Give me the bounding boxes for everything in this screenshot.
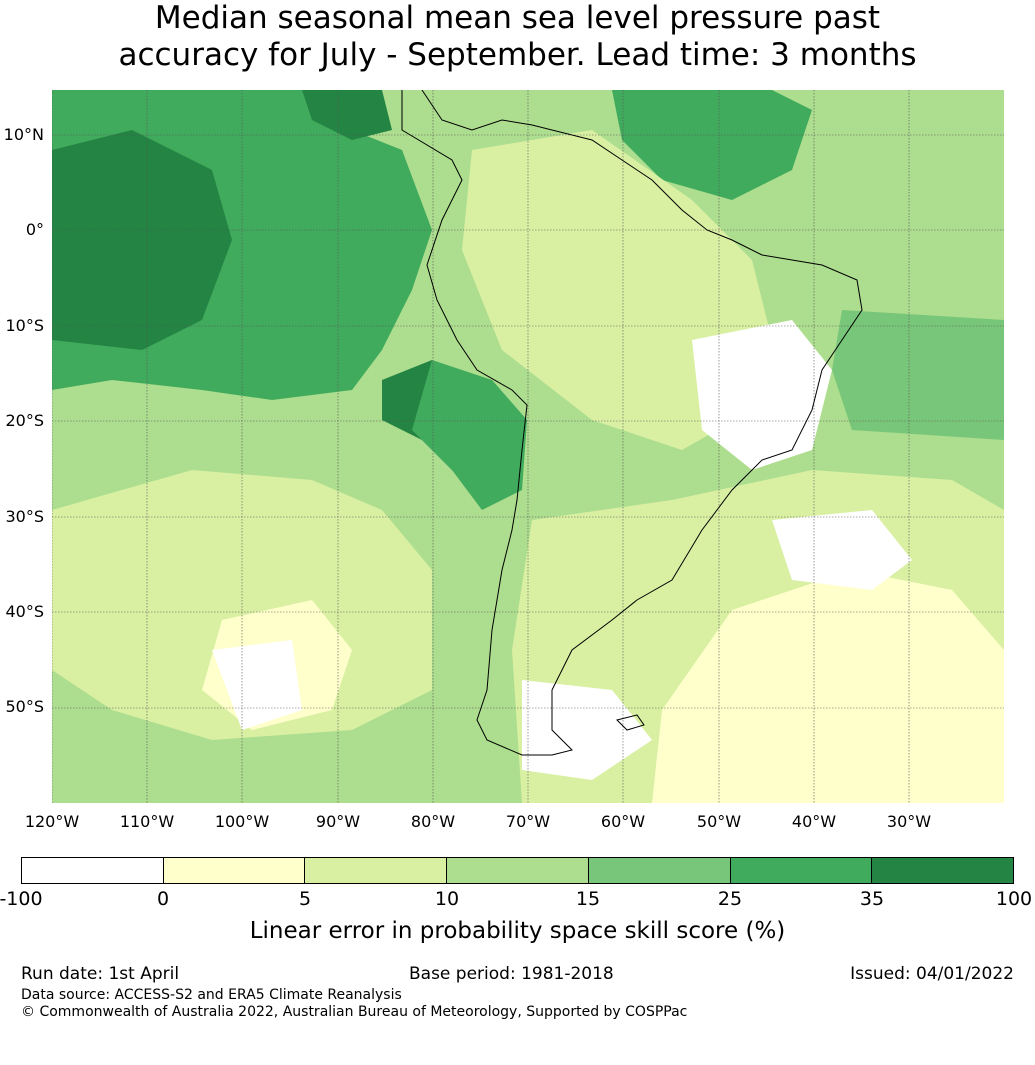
lon-label-110w: 110°W	[119, 812, 175, 831]
colorbar-label: Linear error in probability space skill …	[249, 918, 786, 944]
caribbean-highest-skill-area	[302, 90, 392, 140]
title-line-1: Median seasonal mean sea level pressure …	[154, 0, 881, 36]
colorbar-tick: 5	[298, 888, 312, 910]
south-america-coastline	[401, 90, 863, 756]
south-atlantic-negative-skill-area	[522, 680, 652, 780]
brazil-low-skill-area	[462, 130, 772, 450]
chile-coast-skill-area	[412, 360, 527, 510]
falkland-islands	[616, 714, 645, 731]
lat-label-0: 0°	[25, 220, 44, 239]
colorbar-segment	[163, 858, 306, 883]
lat-label-10n: 10°N	[3, 125, 44, 144]
lat-label-20s: 20°S	[5, 411, 44, 430]
base-period: Base period: 1981-2018	[409, 964, 614, 984]
title-line-2: accuracy for July - September. Lead time…	[118, 37, 917, 73]
colorbar-segment	[447, 858, 589, 883]
atlantic-high-skill-area	[612, 90, 812, 200]
colorbar-tick: 35	[859, 888, 885, 910]
colorbar-tick: 100	[995, 888, 1033, 910]
colorbar-segment	[305, 858, 448, 883]
data-source: Data source: ACCESS-S2 and ERA5 Climate …	[21, 987, 402, 1003]
lat-label-40s: 40°S	[5, 602, 44, 621]
skill-map	[52, 90, 1004, 803]
chart-title: Median seasonal mean sea level pressure …	[0, 0, 1035, 74]
colorbar-tick: -100	[0, 888, 43, 910]
lon-label-70w: 70°W	[505, 812, 551, 831]
colorbar-segment	[872, 858, 1014, 883]
colorbar-tick: 15	[575, 888, 601, 910]
lon-label-30w: 30°W	[886, 812, 932, 831]
colorbar	[21, 857, 1014, 884]
colorbar-segment	[588, 858, 731, 883]
run-date: Run date: 1st April	[21, 964, 180, 984]
copyright: © Commonwealth of Australia 2022, Austra…	[21, 1004, 688, 1020]
colorbar-tick: 25	[717, 888, 743, 910]
lon-label-90w: 90°W	[315, 812, 361, 831]
uruguay-negative-skill-area	[772, 510, 912, 590]
brazil-negative-skill-area	[692, 320, 832, 470]
colorbar-segment	[730, 858, 873, 883]
pacific-negative-skill-area	[212, 640, 302, 730]
lat-label-50s: 50°S	[5, 697, 44, 716]
pacific-highest-skill-area	[52, 130, 232, 350]
lat-label-10s: 10°S	[5, 316, 44, 335]
issued-date: Issued: 04/01/2022	[850, 964, 1014, 984]
lon-label-100w: 100°W	[214, 812, 270, 831]
lon-label-50w: 50°W	[696, 812, 742, 831]
colorbar-tick: 10	[434, 888, 460, 910]
east-atlantic-skill-area	[832, 310, 1004, 440]
lon-label-60w: 60°W	[600, 812, 646, 831]
south-atlantic-lowest-skill-area	[652, 570, 1004, 803]
colorbar-tick: 0	[156, 888, 170, 910]
lon-label-120w: 120°W	[24, 812, 80, 831]
colorbar-segment	[22, 858, 164, 883]
lon-label-80w: 80°W	[410, 812, 456, 831]
lon-label-40w: 40°W	[791, 812, 837, 831]
lat-label-30s: 30°S	[5, 507, 44, 526]
gridlines	[52, 90, 1004, 803]
